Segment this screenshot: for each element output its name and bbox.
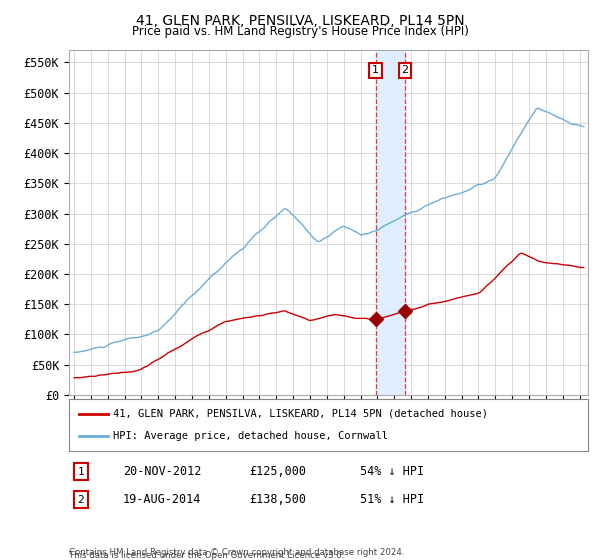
Text: 2: 2 [77, 494, 85, 505]
Text: 41, GLEN PARK, PENSILVA, LISKEARD, PL14 5PN (detached house): 41, GLEN PARK, PENSILVA, LISKEARD, PL14 … [113, 409, 488, 419]
Text: Contains HM Land Registry data © Crown copyright and database right 2024.: Contains HM Land Registry data © Crown c… [69, 548, 404, 557]
Text: 19-AUG-2014: 19-AUG-2014 [123, 493, 202, 506]
Text: 1: 1 [372, 66, 379, 76]
Text: 51% ↓ HPI: 51% ↓ HPI [360, 493, 424, 506]
Text: 2: 2 [401, 66, 409, 76]
Bar [376, 50, 405, 395]
Text: 20-NOV-2012: 20-NOV-2012 [123, 465, 202, 478]
Text: 1: 1 [77, 466, 85, 477]
Text: 41, GLEN PARK, PENSILVA, LISKEARD, PL14 5PN: 41, GLEN PARK, PENSILVA, LISKEARD, PL14 … [136, 14, 464, 28]
Text: 54% ↓ HPI: 54% ↓ HPI [360, 465, 424, 478]
Text: This data is licensed under the Open Government Licence v3.0.: This data is licensed under the Open Gov… [69, 551, 344, 560]
Text: £125,000: £125,000 [249, 465, 306, 478]
Text: £138,500: £138,500 [249, 493, 306, 506]
Text: Price paid vs. HM Land Registry's House Price Index (HPI): Price paid vs. HM Land Registry's House … [131, 25, 469, 38]
Text: HPI: Average price, detached house, Cornwall: HPI: Average price, detached house, Corn… [113, 431, 388, 441]
